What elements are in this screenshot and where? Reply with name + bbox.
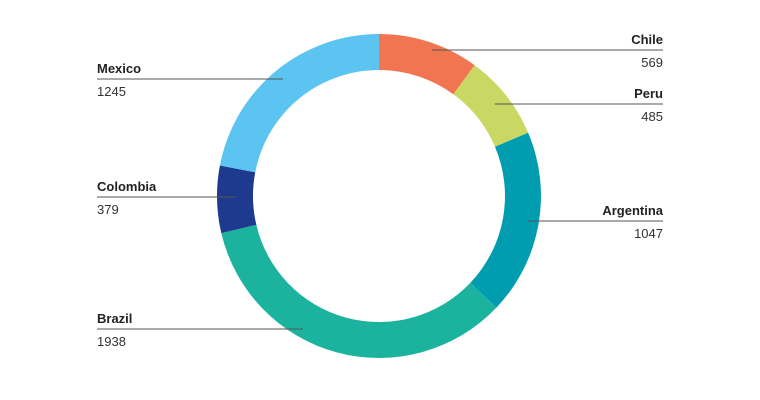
slice-mexico: [219, 34, 379, 173]
label-value-colombia: 379: [97, 202, 119, 217]
label-name-peru: Peru: [634, 86, 663, 101]
label-value-brazil: 1938: [97, 334, 126, 349]
label-value-argentina: 1047: [634, 226, 663, 241]
label-name-chile: Chile: [631, 32, 663, 47]
slice-argentina: [470, 132, 541, 308]
label-value-peru: 485: [641, 109, 663, 124]
label-value-mexico: 1245: [97, 84, 126, 99]
label-name-mexico: Mexico: [97, 61, 141, 76]
label-name-colombia: Colombia: [97, 179, 157, 194]
slice-brazil: [221, 224, 497, 358]
label-name-brazil: Brazil: [97, 311, 132, 326]
slices-layer: [217, 34, 541, 358]
label-name-argentina: Argentina: [602, 203, 663, 218]
slice-peru: [453, 65, 529, 147]
slice-colombia: [217, 165, 257, 234]
slice-chile: [379, 34, 475, 95]
labels-layer: Chile 569 Peru 485 Argentina 1047 Brazil 1938 Co…: [97, 32, 664, 349]
label-value-chile: 569: [641, 55, 663, 70]
